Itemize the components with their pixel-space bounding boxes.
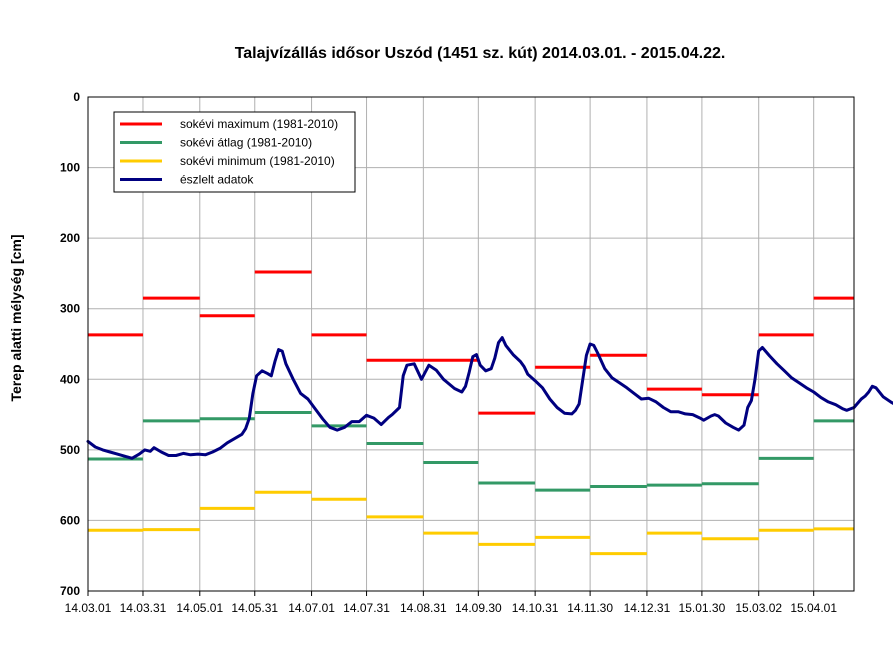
y-tick-label: 700 <box>60 584 80 598</box>
y-axis-label: Terep alatti mélység [cm] <box>8 234 24 401</box>
x-tick-label: 14.03.31 <box>120 601 167 615</box>
series-group <box>86 270 893 556</box>
chart-title: Talajvízállás idősor Uszód (1451 sz. kút… <box>235 45 726 62</box>
x-tick-label: 14.09.30 <box>455 601 502 615</box>
x-tick-label: 14.05.31 <box>231 601 278 615</box>
x-tick-label: 14.07.31 <box>343 601 390 615</box>
y-tick-label: 500 <box>60 443 80 457</box>
legend-label: sokévi maximum (1981-2010) <box>180 117 338 131</box>
y-tick-label: 100 <box>60 161 80 175</box>
x-tick-label: 14.12.31 <box>624 601 671 615</box>
plot-frame <box>87 96 855 592</box>
legend: sokévi maximum (1981-2010) sokévi átlag (… <box>113 111 356 193</box>
x-tick-label: 14.08.31 <box>400 601 447 615</box>
legend-label: sokévi minimum (1981-2010) <box>180 154 335 168</box>
x-tick-labels: 14.03.01 14.03.31 14.05.01 14.05.31 14.07.01… <box>65 601 838 615</box>
y-tick-label: 600 <box>60 513 80 527</box>
x-tick-label: 14.11.30 <box>567 601 613 615</box>
y-tick-label: 200 <box>60 231 80 245</box>
x-tick-label: 15.03.02 <box>735 601 782 615</box>
legend-label: észlelt adatok <box>180 173 254 187</box>
y-tick-label: 300 <box>60 302 80 316</box>
observed-data-line <box>86 336 893 460</box>
x-tick-label: 14.03.01 <box>65 601 112 615</box>
x-tick-label: 14.05.01 <box>176 601 223 615</box>
y-tick-labels: 0 100 200 300 400 500 600 700 <box>60 90 80 598</box>
x-tick-label: 15.01.30 <box>679 601 726 615</box>
legend-label: sokévi átlag (1981-2010) <box>180 136 312 150</box>
y-tick-label: 400 <box>60 372 80 386</box>
x-tick-label: 14.07.01 <box>288 601 335 615</box>
x-tick-label: 15.04.01 <box>790 601 837 615</box>
x-tick-label: 14.10.31 <box>512 601 559 615</box>
y-tick-label: 0 <box>73 90 80 104</box>
